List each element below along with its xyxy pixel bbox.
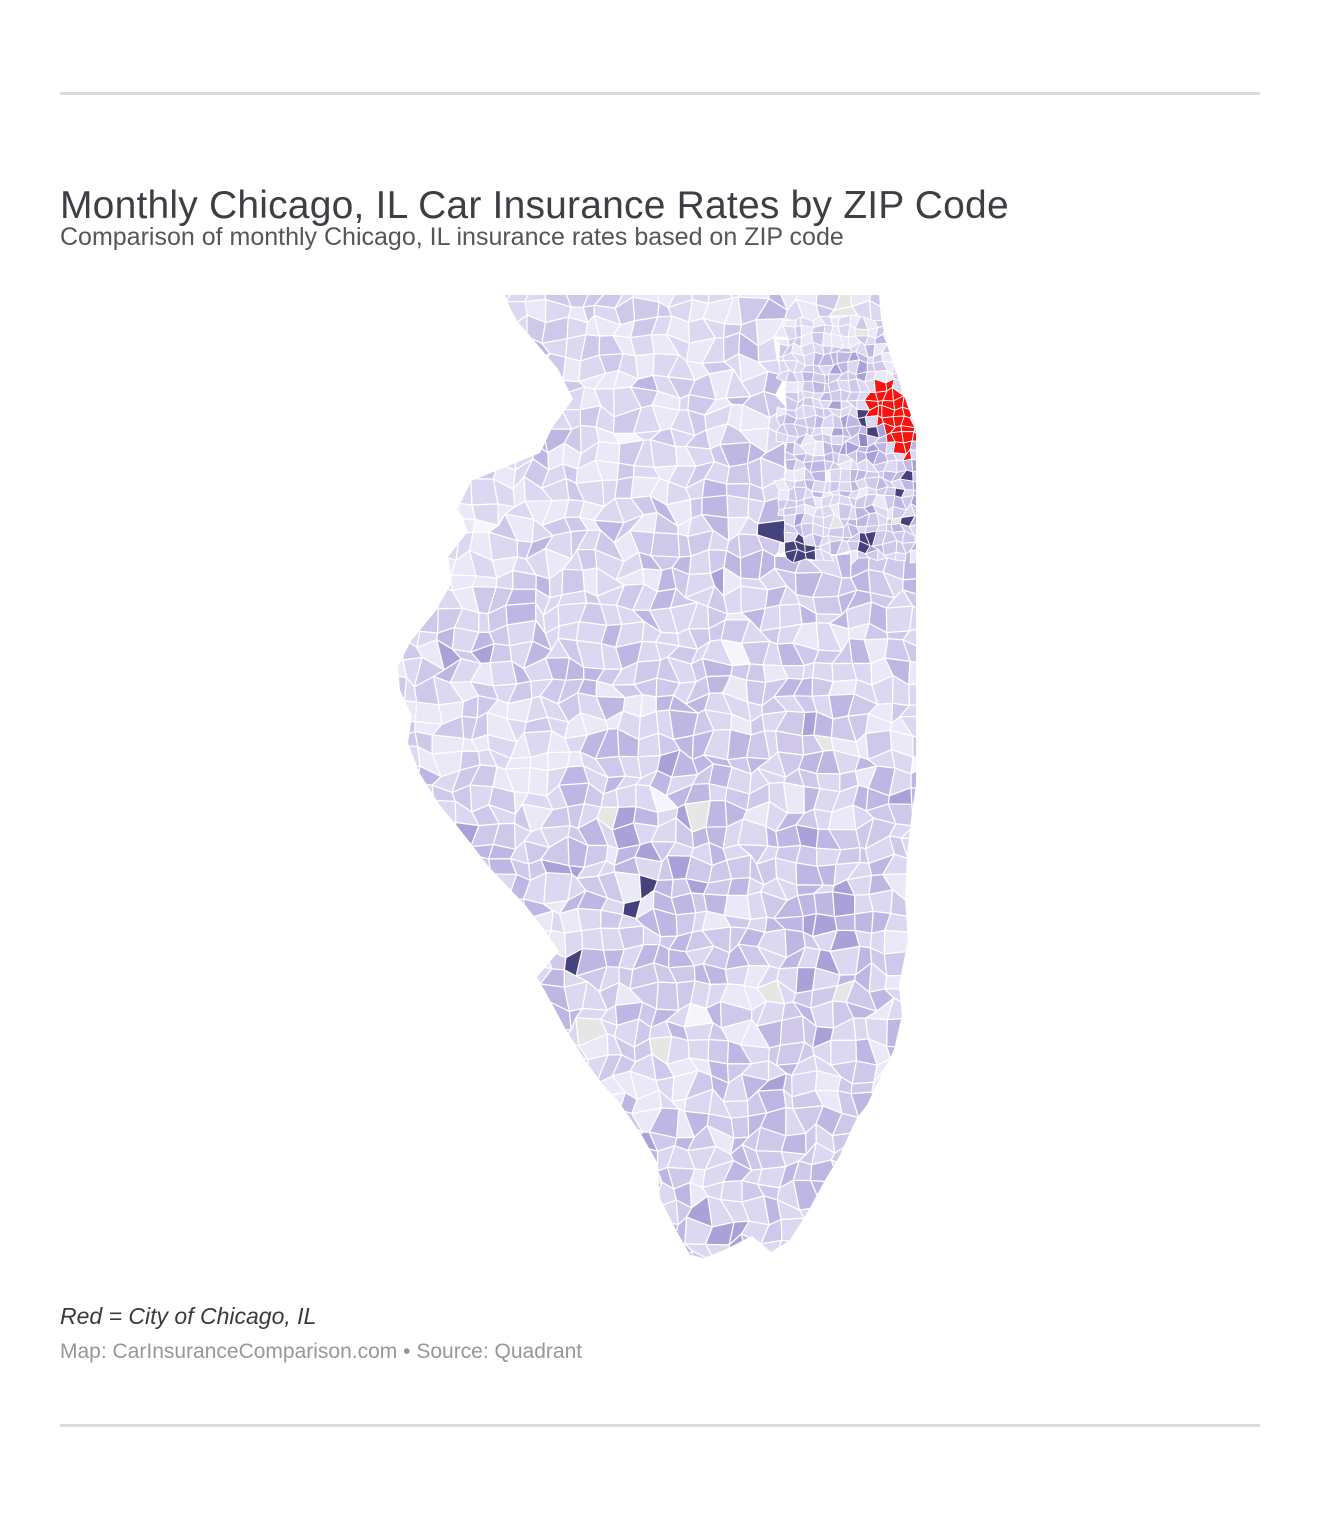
top-divider (60, 92, 1260, 95)
map-container (385, 288, 945, 1278)
page-title: Monthly Chicago, IL Car Insurance Rates … (60, 184, 1009, 228)
bottom-divider (60, 1424, 1260, 1427)
illinois-choropleth-map (398, 295, 916, 1258)
legend-note: Red = City of Chicago, IL (60, 1303, 317, 1329)
credit-line: Map: CarInsuranceComparison.com • Source… (60, 1340, 583, 1363)
page-subtitle: Comparison of monthly Chicago, IL insura… (60, 223, 844, 251)
